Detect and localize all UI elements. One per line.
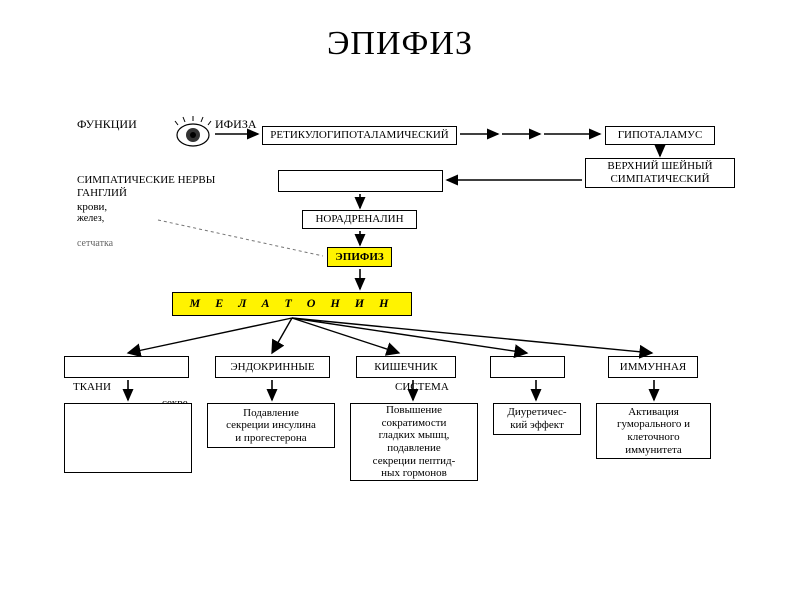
node-bottom2: Подавление секреции инсулина и прогестер…	[207, 403, 335, 448]
node-epifiz: ЭПИФИЗ	[327, 247, 392, 267]
node-noradrenalin: НОРАДРЕНАЛИН	[302, 210, 417, 229]
node-bottom3: Повышение сократимости гладких мышц, под…	[350, 403, 478, 481]
node-gipotalamus: ГИПОТАЛАМУС	[605, 126, 715, 145]
label-ganglii: ГАНГЛИЙ крови,	[77, 187, 127, 215]
label-setchatka: сетчатка	[77, 238, 113, 251]
node-endokrin: ЭНДОКРИННЫЕ	[215, 356, 330, 378]
page-title: ЭПИФИЗ	[0, 25, 800, 63]
label-epifiza: ИФИЗА	[215, 117, 257, 132]
node-empty-mid	[278, 170, 443, 192]
node-bottom4: Диуретичес- кий эффект	[493, 403, 581, 435]
label-tkani: ТКАНИ	[73, 381, 111, 395]
node-bottom1	[64, 403, 192, 473]
label-funktsii: ФУНКЦИИ	[77, 117, 137, 132]
label-sistema: СИСТЕМА	[395, 381, 449, 395]
label-zhelez: желез,	[77, 213, 104, 226]
node-verh-sheiny: ВЕРХНИЙ ШЕЙНЫЙ СИМПАТИЧЕСКИЙ	[585, 158, 735, 188]
node-immun: ИММУННАЯ	[608, 356, 698, 378]
eye-icon	[173, 115, 213, 151]
node-retikulo: РЕТИКУЛОГИПОТАЛАМИЧЕСКИЙ	[262, 126, 457, 145]
label-sympath: СИМПАТИЧЕСКИЕ НЕРВЫ	[77, 174, 215, 188]
node-empty-left	[64, 356, 189, 378]
node-bottom5: Активация гуморального и клеточного имму…	[596, 403, 711, 459]
node-empty-pochki	[490, 356, 565, 378]
node-melatonin: М Е Л А Т О Н И Н	[172, 292, 412, 316]
node-kishechnik: КИШЕЧНИК	[356, 356, 456, 378]
